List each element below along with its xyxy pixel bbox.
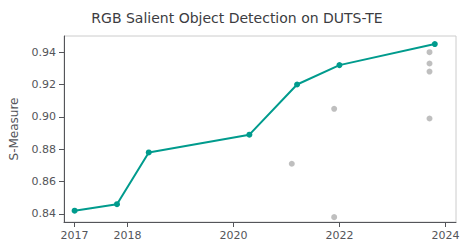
svg-text:0.92: 0.92 xyxy=(32,78,57,91)
svg-text:RGB Salient Object Detection o: RGB Salient Object Detection on DUTS-TE xyxy=(91,10,382,26)
svg-text:0.88: 0.88 xyxy=(32,143,57,156)
svg-text:2022: 2022 xyxy=(325,229,353,242)
svg-text:0.90: 0.90 xyxy=(32,110,57,123)
svg-text:2018: 2018 xyxy=(114,229,142,242)
svg-text:2017: 2017 xyxy=(61,229,89,242)
svg-text:0.86: 0.86 xyxy=(32,175,57,188)
svg-text:0.84: 0.84 xyxy=(32,207,57,220)
svg-text:0.94: 0.94 xyxy=(32,46,57,59)
svg-text:2020: 2020 xyxy=(220,229,248,242)
svg-text:2024: 2024 xyxy=(431,229,459,242)
svg-text:S-Measure: S-Measure xyxy=(7,98,21,161)
